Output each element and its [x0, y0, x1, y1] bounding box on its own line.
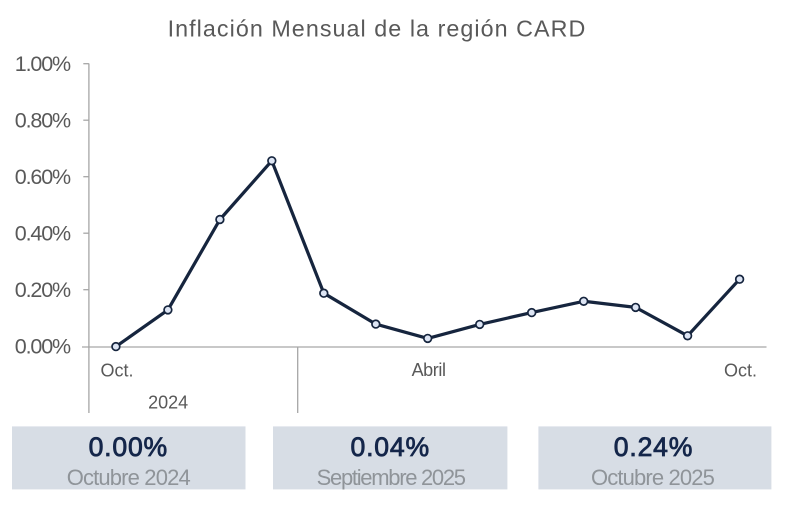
svg-text:0.60%: 0.60% [15, 165, 71, 189]
svg-text:Oct.: Oct. [100, 361, 133, 381]
svg-text:0.24%: 0.24% [614, 432, 693, 462]
svg-text:Inflación Mensual de la región: Inflación Mensual de la región CARD [168, 15, 587, 41]
svg-text:0.00%: 0.00% [89, 432, 168, 462]
svg-text:Octubre 2025: Octubre 2025 [591, 465, 715, 490]
svg-text:Oct.: Oct. [724, 361, 757, 381]
svg-text:Septiembre 2025: Septiembre 2025 [317, 465, 466, 490]
svg-text:0.40%: 0.40% [15, 222, 71, 246]
svg-text:2024: 2024 [148, 393, 188, 413]
svg-text:0.00%: 0.00% [15, 335, 71, 359]
svg-text:Octubre 2024: Octubre 2024 [67, 465, 191, 490]
svg-text:1.00%: 1.00% [15, 52, 71, 76]
svg-text:0.80%: 0.80% [15, 109, 71, 133]
svg-text:Abril: Abril [412, 360, 446, 380]
svg-text:0.04%: 0.04% [350, 432, 429, 462]
svg-text:0.20%: 0.20% [15, 278, 71, 302]
